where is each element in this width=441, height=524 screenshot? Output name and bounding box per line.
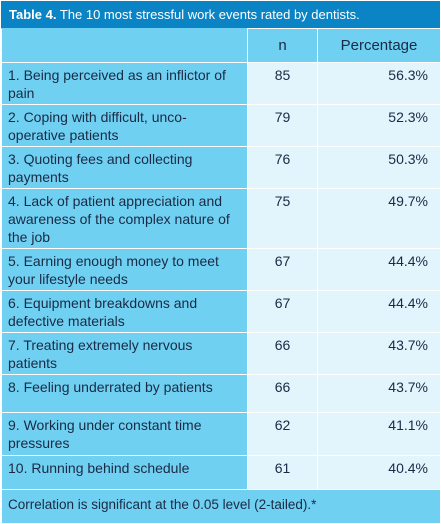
event-cell: 10. Running behind schedule [1, 455, 248, 490]
event-cell: 2. Coping with difficult, unco-operative… [1, 104, 248, 147]
footer-row: Correlation is significant at the 0.05 l… [1, 489, 441, 524]
header-n: n [247, 28, 318, 63]
event-cell: 1. Being perceived as an inflictor of pa… [1, 62, 248, 105]
n-cell: 67 [247, 248, 318, 291]
table-row: 8. Feeling underrated by patients 66 43.… [1, 374, 441, 413]
table-row: 1. Being perceived as an inflictor of pa… [1, 62, 441, 105]
n-cell: 61 [247, 455, 318, 490]
table-row: 6. Equipment breakdowns and defective ma… [1, 290, 441, 333]
event-cell: 9. Working under constant time pressures [1, 412, 248, 456]
table-row: 4. Lack of patient appreciation and awar… [1, 188, 441, 249]
percentage-cell: 43.7% [317, 332, 441, 375]
percentage-cell: 44.4% [317, 290, 441, 333]
event-cell: 6. Equipment breakdowns and defective ma… [1, 290, 248, 333]
caption-label: Table 4. [9, 7, 57, 22]
table-row: 3. Quoting fees and collecting payments … [1, 146, 441, 189]
header-event [1, 28, 248, 63]
event-cell: 4. Lack of patient appreciation and awar… [1, 188, 248, 249]
n-cell: 67 [247, 290, 318, 333]
n-cell: 62 [247, 412, 318, 456]
percentage-cell: 52.3% [317, 104, 441, 147]
n-cell: 79 [247, 104, 318, 147]
event-cell: 7. Treating extremely nervous patients [1, 332, 248, 375]
table-row: 9. Working under constant time pressures… [1, 412, 441, 456]
caption-text: The 10 most stressful work events rated … [59, 7, 360, 22]
event-cell: 3. Quoting fees and collecting payments [1, 146, 248, 189]
table-row: 5. Earning enough money to meet your lif… [1, 248, 441, 291]
percentage-cell: 56.3% [317, 62, 441, 105]
n-cell: 76 [247, 146, 318, 189]
table-caption: Table 4. The 10 most stressful work even… [1, 1, 440, 28]
table-footnote: Correlation is significant at the 0.05 l… [1, 489, 441, 524]
table-row: 2. Coping with difficult, unco-operative… [1, 104, 441, 147]
header-row: n Percentage [1, 28, 441, 63]
event-cell: 5. Earning enough money to meet your lif… [1, 248, 248, 291]
header-percentage: Percentage [317, 28, 441, 63]
data-table: n Percentage 1. Being perceived as an in… [1, 28, 441, 524]
n-cell: 75 [247, 188, 318, 249]
percentage-cell: 43.7% [317, 374, 441, 413]
table-row: 10. Running behind schedule 61 40.4% [1, 455, 441, 490]
percentage-cell: 44.4% [317, 248, 441, 291]
table-row: 7. Treating extremely nervous patients 6… [1, 332, 441, 375]
n-cell: 66 [247, 374, 318, 413]
n-cell: 85 [247, 62, 318, 105]
n-cell: 66 [247, 332, 318, 375]
event-cell: 8. Feeling underrated by patients [1, 374, 248, 413]
percentage-cell: 50.3% [317, 146, 441, 189]
percentage-cell: 41.1% [317, 412, 441, 456]
percentage-cell: 40.4% [317, 455, 441, 490]
percentage-cell: 49.7% [317, 188, 441, 249]
